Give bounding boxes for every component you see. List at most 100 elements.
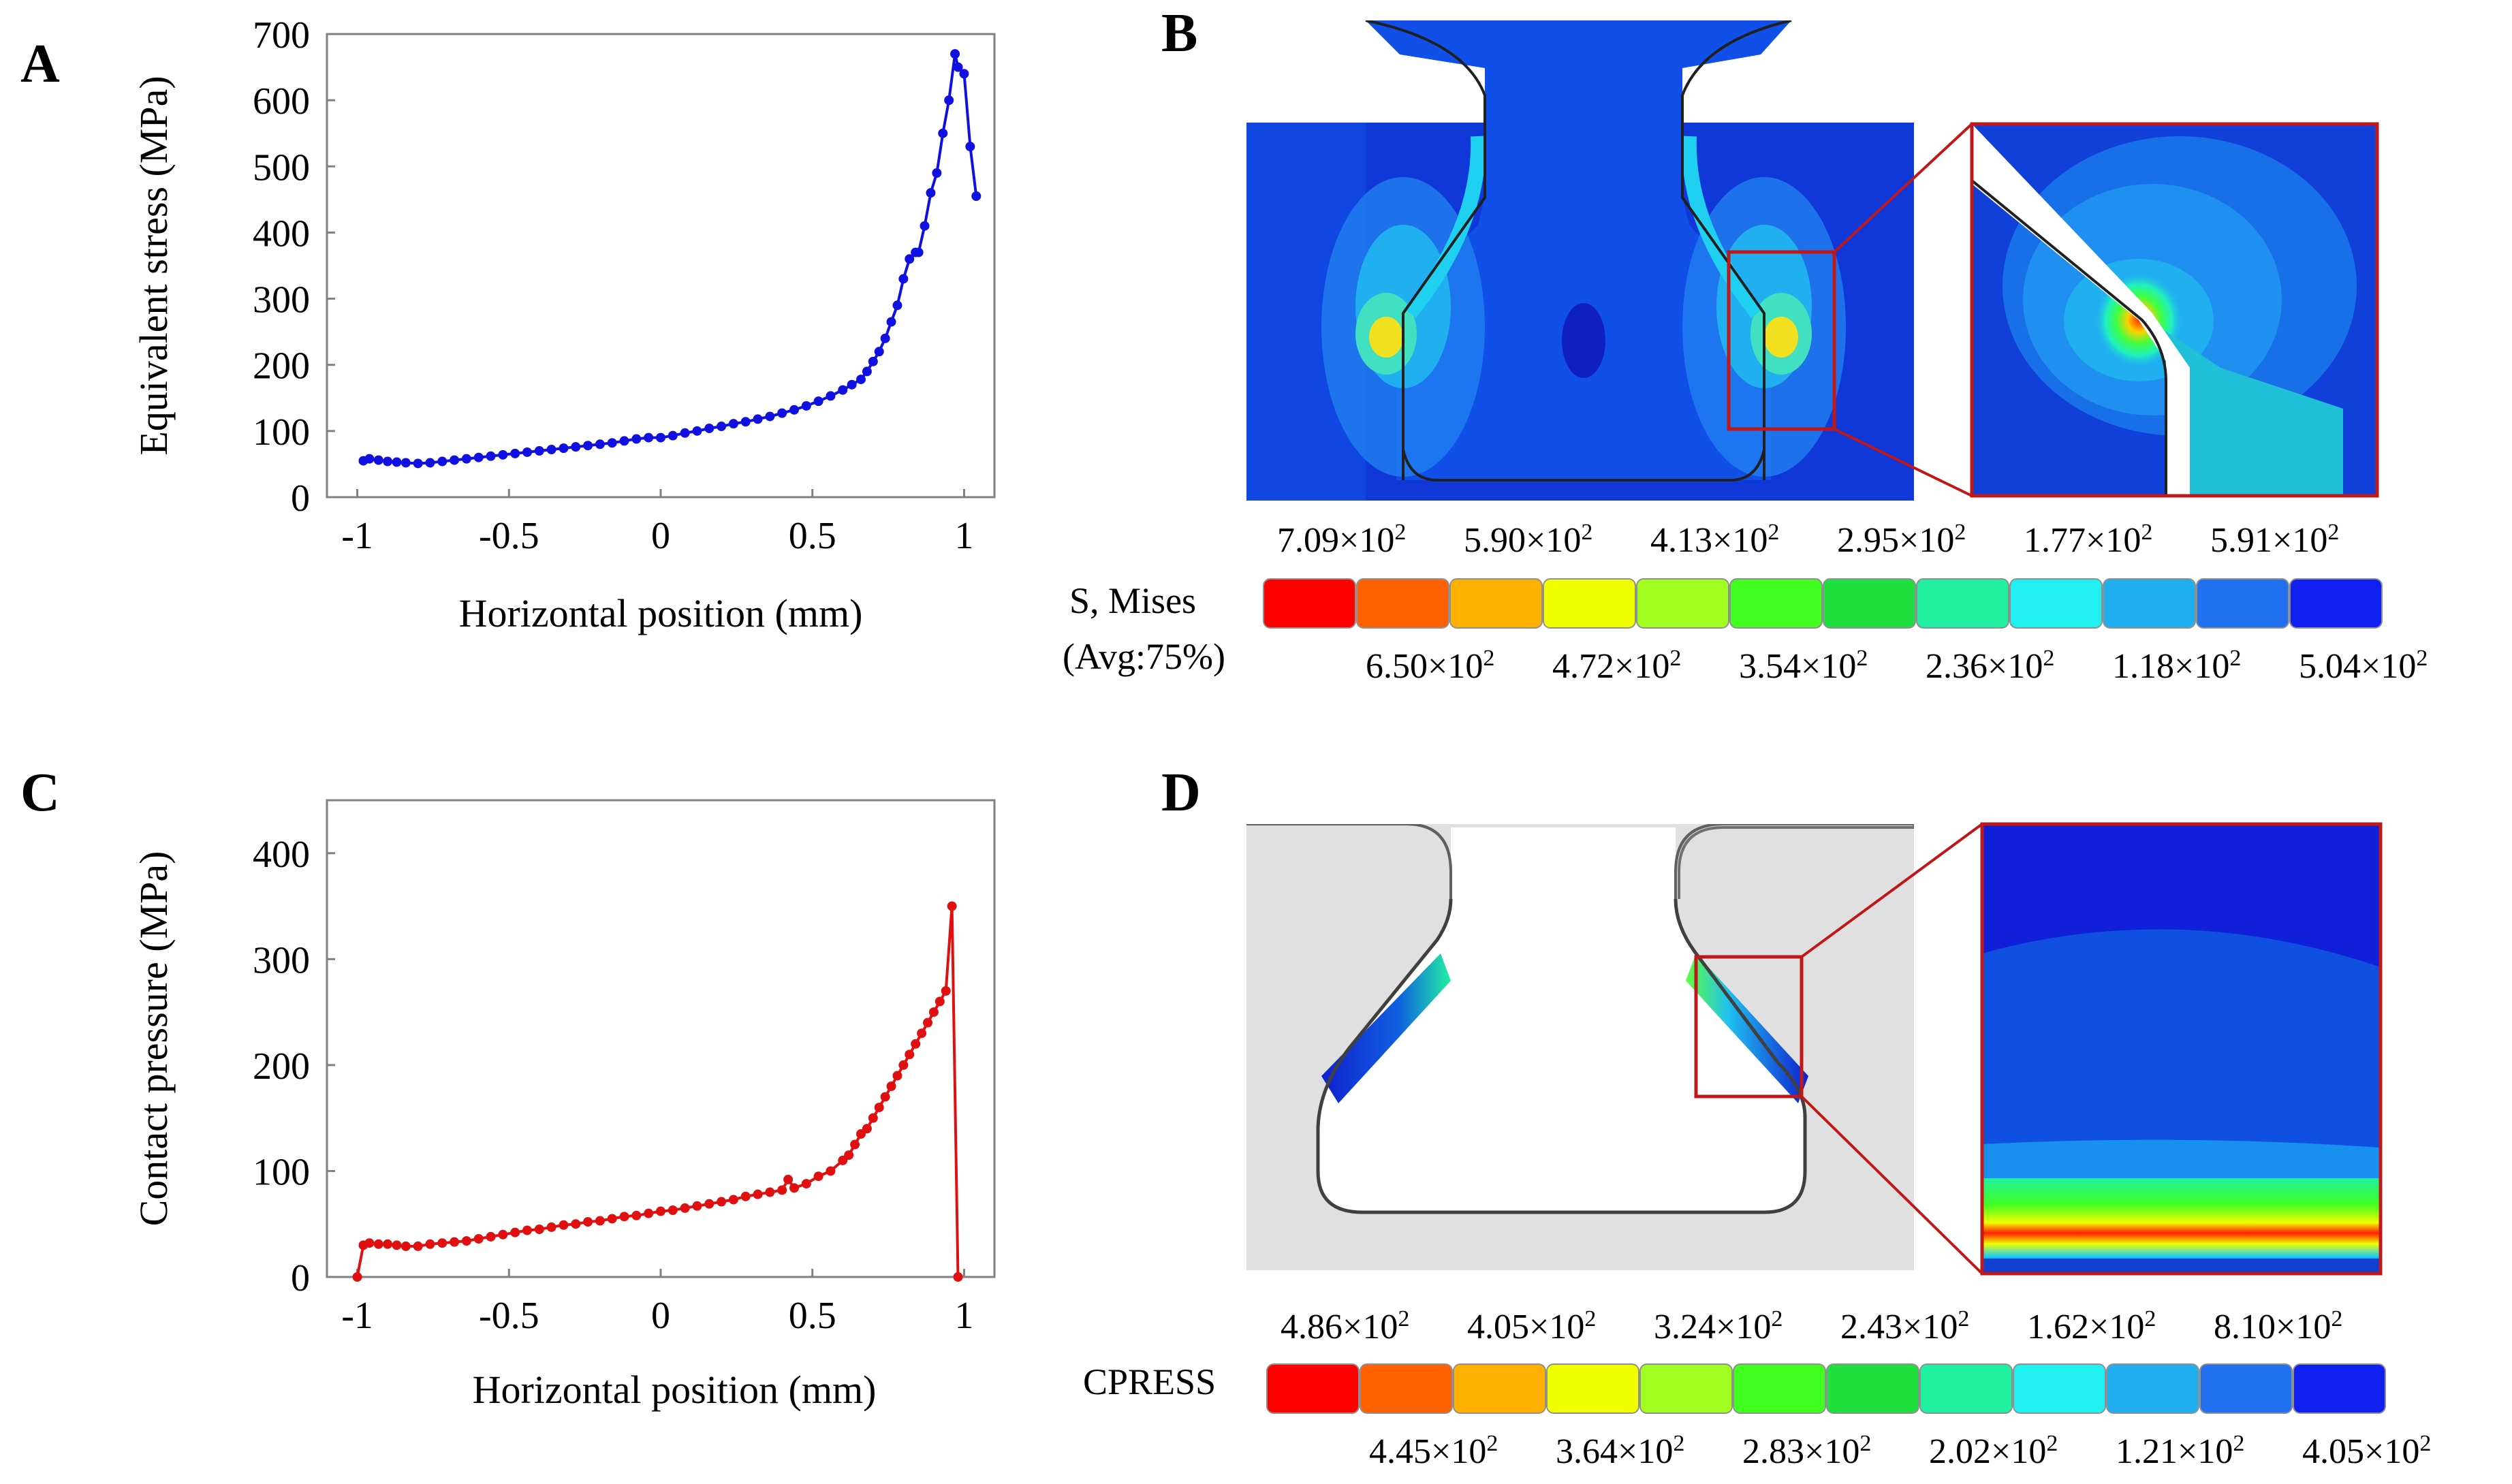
chartA-data-point: [856, 375, 866, 385]
chartC-data-point: [874, 1103, 884, 1113]
chartA-data-point: [619, 436, 629, 446]
chartA-y-tick-label: 300: [253, 279, 310, 321]
chartC-data-point: [546, 1222, 556, 1232]
panel-d-zoom-line-bottom: [1800, 1095, 1983, 1275]
legendB-bottom-label: 3.54×102: [1739, 646, 1868, 686]
chartC-data-point: [534, 1225, 544, 1234]
chartC-data-point: [631, 1210, 642, 1220]
chartA-y-tick-label: 400: [253, 212, 310, 255]
chartC-data-point: [862, 1124, 872, 1134]
chartA-data-point: [534, 446, 544, 456]
chartA-data-point: [959, 69, 969, 79]
chartA-data-point: [486, 451, 496, 461]
chartA-data-point: [938, 128, 948, 138]
chartA-data-point: [777, 408, 787, 418]
chartC-x-tick-label: -1: [341, 1295, 373, 1337]
chartA-data-point: [692, 426, 702, 436]
chartA-data-point: [728, 419, 738, 429]
chartC-data-point: [619, 1212, 629, 1222]
chartA-data-point: [826, 391, 836, 401]
legendB-swatch: [1449, 578, 1543, 629]
legendD-swatch: [1546, 1363, 1639, 1414]
chartA-data-point: [559, 443, 569, 454]
legendD-top-label: 2.43×102: [1840, 1306, 1969, 1347]
chartC-y-tick-label: 300: [253, 939, 310, 981]
legendB-top-label: 7.09×102: [1277, 520, 1406, 561]
legendD-bottom-label: 4.45×102: [1369, 1431, 1498, 1472]
legendB-top-label: 1.77×102: [2024, 520, 2152, 561]
chartC-data-point: [498, 1229, 508, 1240]
chartC-data-point: [801, 1179, 811, 1189]
legendB-swatch: [1823, 578, 1916, 629]
chartA-data-point: [680, 428, 690, 438]
chartA-data-point: [668, 430, 678, 441]
legendD-bottom-label: 2.02×102: [1929, 1431, 2058, 1472]
chartC-data-point: [941, 986, 951, 996]
chartA-data-point: [913, 247, 924, 257]
chartC-data-point: [826, 1166, 836, 1176]
chartA-data-point: [401, 458, 411, 468]
chartC-data-point: [740, 1191, 751, 1201]
panel-label-c: C: [20, 763, 60, 823]
chartC-data-point: [880, 1092, 890, 1102]
legendD-top-label: 8.10×102: [2214, 1306, 2342, 1347]
panel-d-left-contact-band: [1321, 953, 1451, 1103]
legendB-top-label: 2.95×102: [1837, 520, 1966, 561]
chartA-data-point: [571, 442, 581, 452]
chartA-x-tick-label: 0.5: [789, 515, 836, 557]
chartC-x-tick-label: -0.5: [479, 1295, 539, 1337]
chartC-data-point: [583, 1217, 593, 1227]
chartC-data-point: [905, 1049, 915, 1060]
legendB-swatch: [1729, 578, 1823, 629]
chartC-data-point: [680, 1203, 690, 1213]
legendD-top-label: 3.24×102: [1654, 1306, 1783, 1347]
panel-label-b: B: [1161, 3, 1197, 63]
chartA-data-point: [892, 300, 902, 311]
legendB-bottom-label: 2.36×102: [1926, 646, 2054, 686]
chartC-data-point: [928, 1007, 939, 1017]
chartA-data-point: [920, 221, 930, 231]
chartA-data-point: [813, 396, 823, 407]
chartC-data-point: [486, 1231, 496, 1242]
chartC-data-point: [935, 996, 945, 1007]
legendD-bottom-label: 4.05×102: [2302, 1431, 2431, 1472]
chartC-data-point: [401, 1241, 411, 1251]
chartA-data-point: [583, 441, 593, 451]
chartA-data-point: [847, 379, 857, 390]
legendD-bottom-label: 1.21×102: [2116, 1431, 2244, 1472]
chartC-data-point: [753, 1189, 763, 1199]
panel-b-zoom-box: [1727, 250, 1836, 431]
panel-b-legend: S, Mises (Avg:75%) 7.09×102 5.90×102 4.13×…: [1063, 520, 2428, 686]
chartC-x-tick-label: 0: [651, 1295, 670, 1337]
chartC-data-point: [425, 1239, 435, 1249]
chartA-data-point: [717, 422, 727, 432]
chartC-data-point: [844, 1150, 854, 1161]
chartC-data-point: [953, 1272, 963, 1282]
chartC-data-point: [437, 1238, 448, 1248]
panel-b-zoom-frame: [1970, 122, 2379, 498]
legendD-swatch: [2106, 1363, 2199, 1414]
legendB-swatch: [1356, 578, 1449, 629]
legendB-bottom-label: 1.18×102: [2112, 646, 2241, 686]
chartA-data-point: [510, 448, 520, 458]
chartA-y-tick-label: 600: [253, 80, 310, 123]
chartC-data-point: [886, 1082, 896, 1091]
chartA-data-point: [953, 62, 963, 72]
chartC-data-point: [765, 1187, 775, 1197]
legendD-swatch: [1919, 1363, 2013, 1414]
chartC-data-point: [813, 1171, 823, 1182]
chartA-data-point: [383, 456, 393, 467]
chart-a: 0 100 200 300 400 500 600 700 -1 -0.5 0 0.5 1 Horiz…: [131, 14, 996, 635]
chartA-x-tick-label: 1: [954, 515, 973, 557]
chartA-data-point: [373, 455, 383, 465]
legendB-swatch: [2009, 578, 2103, 629]
legendB-top-label: 5.91×102: [2210, 520, 2339, 561]
chartA-data-point: [392, 457, 402, 467]
chartA-data-point: [753, 414, 763, 424]
chartC-data-point: [559, 1220, 569, 1230]
chartA-data-point: [950, 49, 960, 59]
panel-d-zoom-frame: [1980, 822, 2383, 1276]
legendB-top-label: 5.90×102: [1464, 520, 1592, 561]
chartC-data-point: [461, 1236, 471, 1246]
